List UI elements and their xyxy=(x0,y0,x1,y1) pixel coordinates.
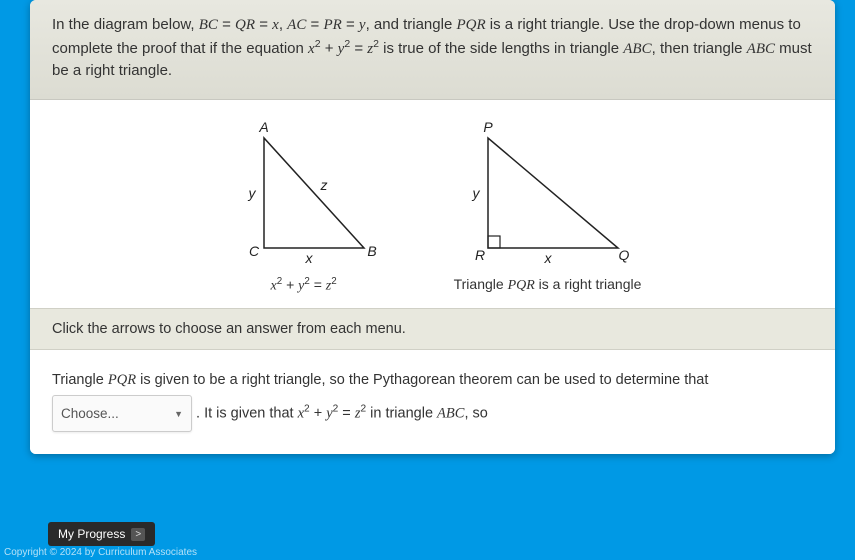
vertex-b: B xyxy=(367,243,376,259)
triangle-pqr: P R Q y x Triangle PQR is a right triang… xyxy=(454,118,642,295)
answer-tri: PQR xyxy=(108,372,136,388)
math-pqr: PQR xyxy=(456,17,485,33)
my-progress-button[interactable]: My Progress > xyxy=(48,522,155,546)
proof-dropdown[interactable]: Choose... ▼ xyxy=(52,395,192,432)
text: , xyxy=(279,16,287,33)
cap-tri: PQR xyxy=(508,278,535,293)
triangle-pqr-svg: P R Q y x xyxy=(458,118,638,268)
side-x2: x xyxy=(543,250,552,266)
chevron-down-icon: ▼ xyxy=(174,405,183,423)
math-ac: AC xyxy=(287,17,306,33)
math-y: y xyxy=(359,17,366,33)
copyright-text: Copyright © 2024 by Curriculum Associate… xyxy=(4,547,197,558)
math-pr: PR xyxy=(323,17,341,33)
text: , then triangle xyxy=(652,40,747,57)
side-x: x xyxy=(304,250,313,266)
side-y: y xyxy=(247,185,256,201)
text: in triangle xyxy=(370,405,437,421)
problem-statement: In the diagram below, BC = QR = x, AC = … xyxy=(30,0,835,100)
vertex-a: A xyxy=(258,119,268,135)
triangle-abc-svg: A C B y x z xyxy=(224,118,384,268)
triangle-abc: A C B y x z x2 + y2 = z2 xyxy=(224,118,384,295)
caption-formula: x2 + y2 = z2 xyxy=(224,276,384,295)
text: In the diagram below, xyxy=(52,16,199,33)
text: is given to be a right triangle, so the … xyxy=(136,372,708,388)
side-y2: y xyxy=(471,185,480,201)
text: . It is given that xyxy=(196,405,298,421)
cap-pre: Triangle xyxy=(454,276,508,292)
cap-suf: is a right triangle xyxy=(535,276,642,292)
math-bc: BC xyxy=(199,17,218,33)
text: , and triangle xyxy=(366,16,457,33)
answer-area: Triangle PQR is given to be a right tria… xyxy=(30,350,835,454)
math-abc: ABC xyxy=(623,41,651,57)
instruction-text: Click the arrows to choose an answer fro… xyxy=(52,321,406,337)
math-abc2: ABC xyxy=(747,41,775,57)
vertex-c: C xyxy=(249,243,260,259)
vertex-q: Q xyxy=(618,247,629,263)
text: Triangle xyxy=(52,372,108,388)
math-x: x xyxy=(272,17,279,33)
side-z: z xyxy=(319,177,327,193)
chevron-right-icon: > xyxy=(131,528,145,541)
caption-right-triangle: Triangle PQR is a right triangle xyxy=(454,276,642,294)
math-qr: QR xyxy=(235,17,255,33)
instruction-bar: Click the arrows to choose an answer fro… xyxy=(30,308,835,350)
vertex-r: R xyxy=(474,247,484,263)
worksheet-page: In the diagram below, BC = QR = x, AC = … xyxy=(30,0,835,454)
progress-label: My Progress xyxy=(58,527,125,541)
diagram-panel: A C B y x z x2 + y2 = z2 P R Q y x xyxy=(30,100,835,309)
math-x2: x xyxy=(308,41,315,57)
text: is true of the side lengths in triangle xyxy=(379,40,623,57)
text: , so xyxy=(464,405,487,421)
dropdown-label: Choose... xyxy=(61,400,119,427)
vertex-p: P xyxy=(483,119,493,135)
answer-tri2: ABC xyxy=(437,405,464,421)
